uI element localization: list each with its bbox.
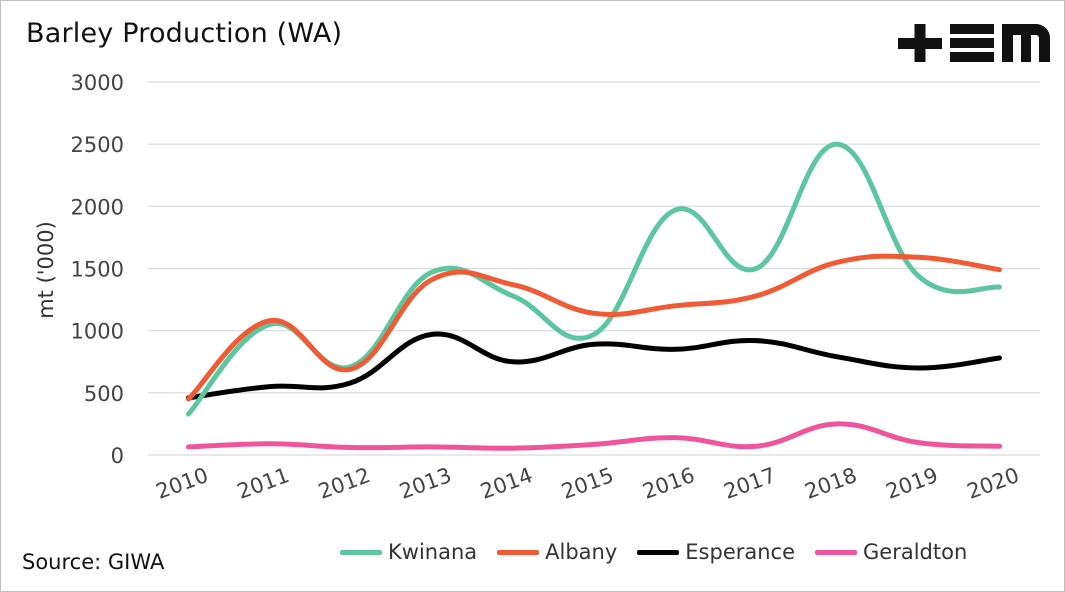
y-tick-label: 1000: [71, 320, 124, 344]
legend-swatch: [637, 549, 680, 555]
chart-title: Barley Production (WA): [26, 18, 343, 49]
x-tick-label: 2013: [396, 463, 454, 504]
legend-label: Kwinana: [388, 540, 478, 564]
legend: Kwinana Albany Esperance Geraldton: [340, 540, 987, 564]
legend-swatch: [340, 549, 382, 555]
y-axis-ticks: 0 500 1000 1500 2000 2500 3000: [71, 71, 124, 468]
legend-item-esperance: Esperance: [637, 540, 795, 564]
legend-item-geraldton: Geraldton: [815, 540, 967, 564]
legend-item-kwinana: Kwinana: [340, 540, 477, 564]
legend-label: Albany: [545, 540, 618, 564]
x-tick-label: 2014: [477, 463, 535, 504]
x-tick-label: 2016: [639, 463, 697, 504]
series-line-esperance: [186, 331, 1002, 401]
x-tick-label: 2020: [964, 463, 1022, 504]
series-lines: [186, 141, 1002, 451]
y-tick-label: 2500: [71, 133, 124, 157]
x-axis-ticks: 2010 2011 2012 2013 2014 2015 2016 2017 2018 2019…: [153, 463, 1022, 504]
y-tick-label: 2000: [71, 195, 124, 219]
gridlines: [148, 81, 1040, 456]
y-tick-label: 3000: [71, 71, 124, 95]
x-tick-label: 2010: [153, 463, 211, 504]
series-line-albany: [186, 253, 1002, 402]
legend-item-albany: Albany: [497, 540, 617, 564]
x-tick-label: 2012: [315, 463, 373, 504]
y-tick-label: 1500: [71, 258, 124, 282]
y-tick-label: 500: [84, 382, 124, 406]
y-axis-label: mt ('000): [34, 221, 58, 319]
series-line-geraldton: [186, 421, 1002, 451]
legend-label: Geraldton: [863, 540, 968, 564]
series-line-kwinana: [186, 141, 1002, 417]
y-tick-label: 0: [111, 444, 124, 468]
legend-label: Esperance: [685, 540, 796, 564]
x-tick-label: 2015: [558, 463, 616, 504]
x-tick-label: 2011: [234, 463, 292, 504]
tem-logo-icon: [898, 24, 1050, 62]
legend-swatch: [497, 549, 540, 555]
x-tick-label: 2017: [721, 463, 779, 504]
x-tick-label: 2018: [802, 463, 860, 504]
legend-swatch: [815, 549, 858, 555]
source-note: Source: GIWA: [22, 550, 165, 574]
x-tick-label: 2019: [883, 463, 941, 504]
